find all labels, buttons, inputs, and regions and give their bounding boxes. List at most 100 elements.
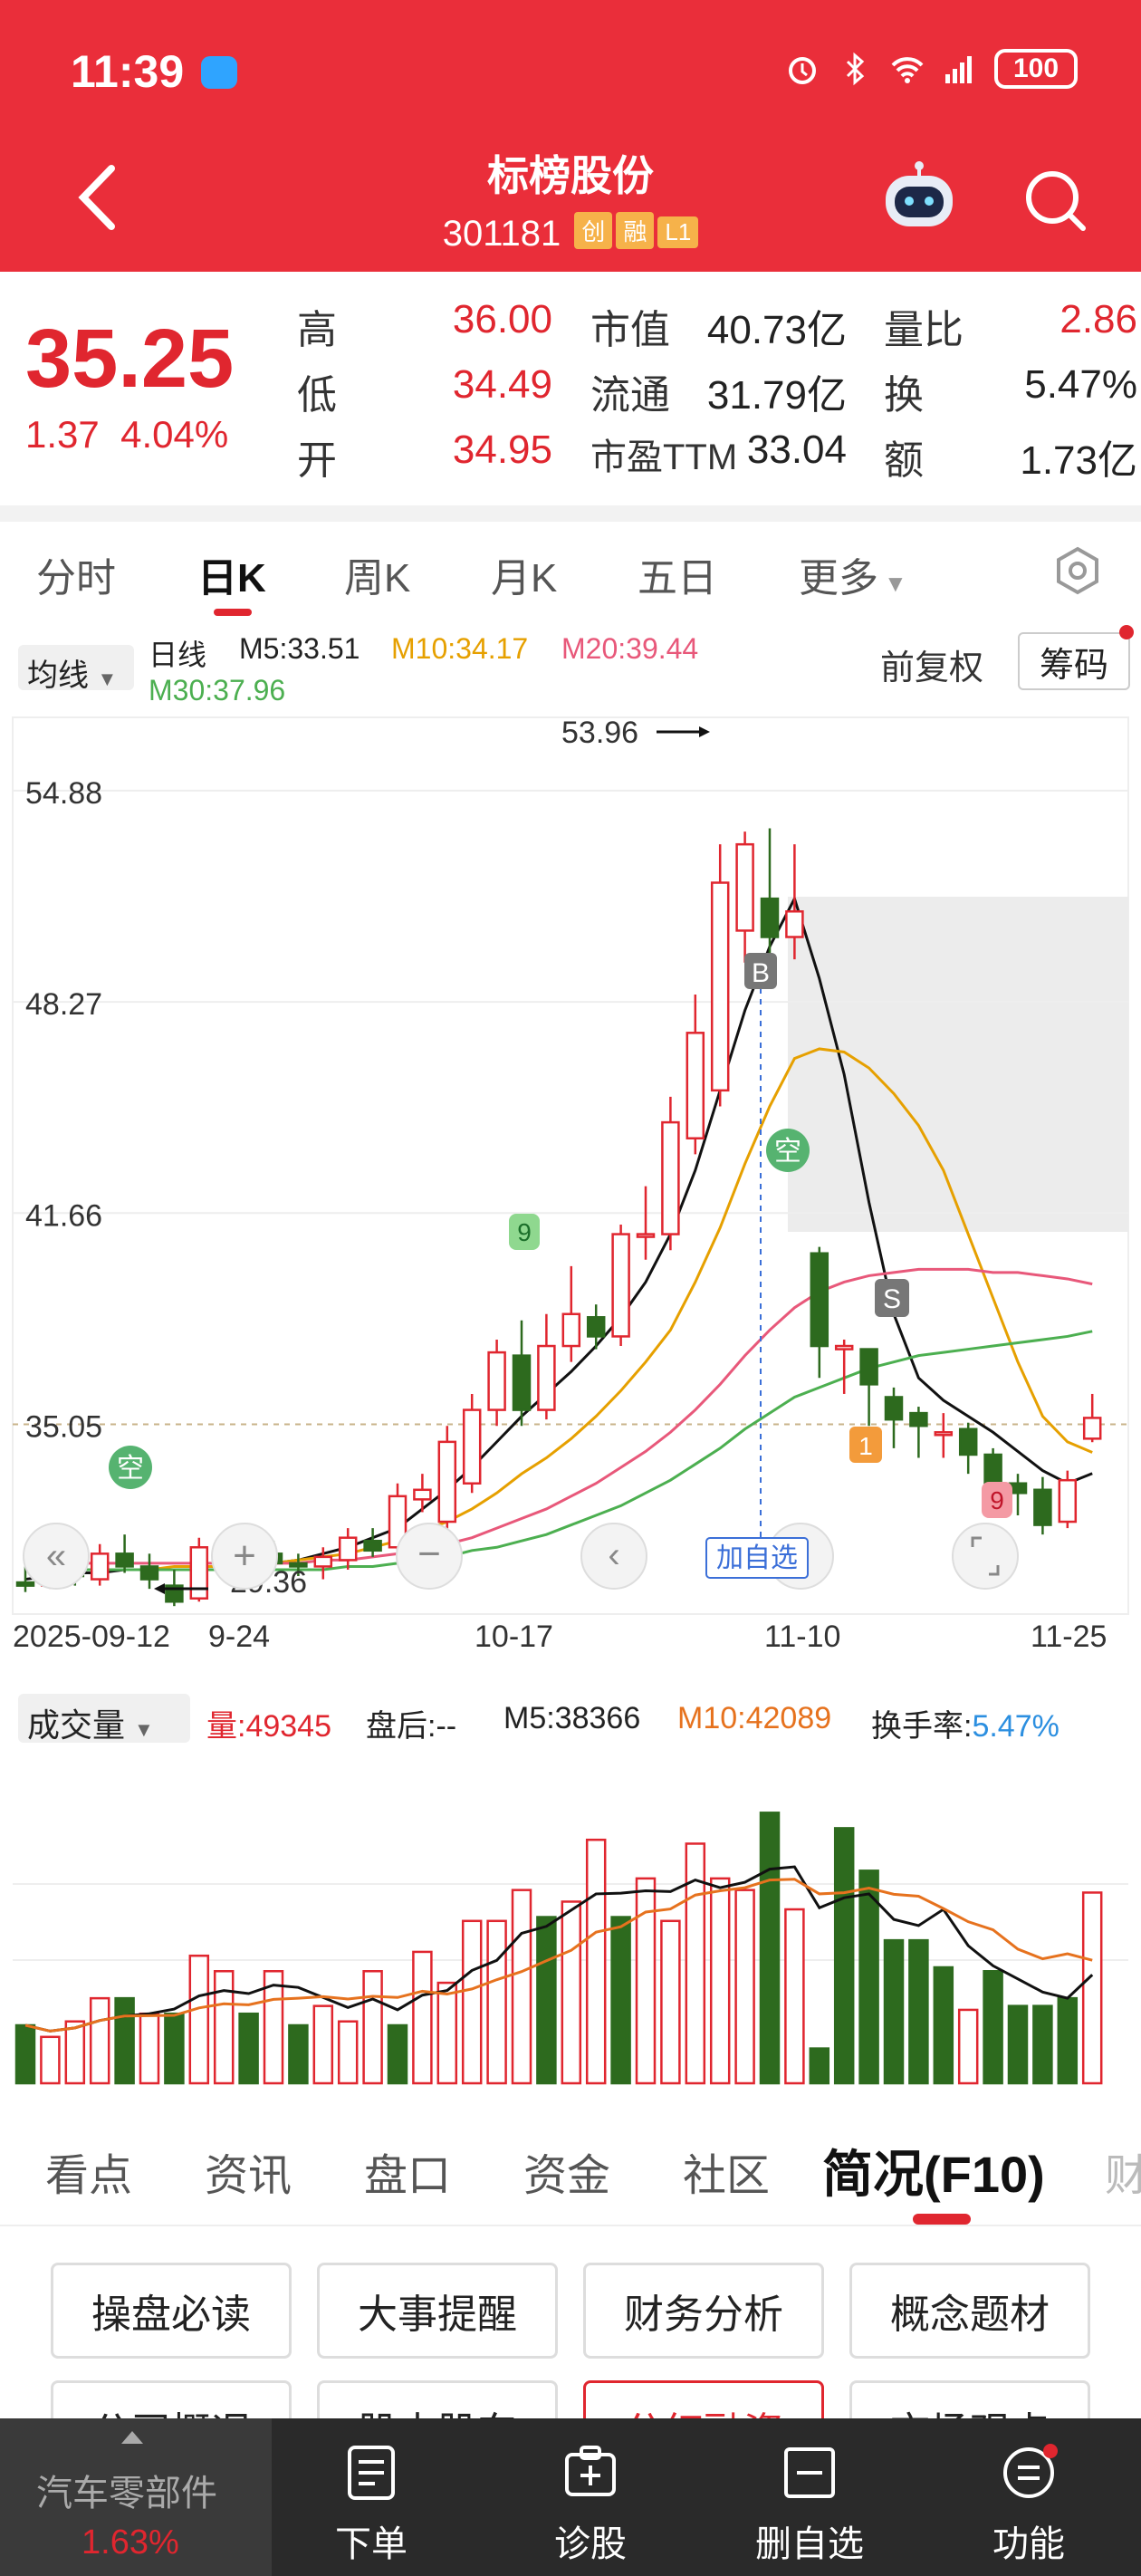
x-axis: 2025-09-12 9-24 10-17 11-10 11-25	[13, 1620, 1107, 1648]
sector-name: 汽车零部件	[36, 2474, 217, 2514]
candle	[363, 1528, 382, 1557]
tab-funds[interactable]: 资金	[523, 2152, 611, 2200]
tab-monthly-k[interactable]: 月K	[491, 556, 558, 601]
tab-daily-k[interactable]: 日K	[197, 556, 266, 601]
turnover-rate-value: 5.47%	[972, 1709, 1060, 1744]
volume-bar	[1007, 2004, 1029, 2085]
volume-bar	[114, 1996, 135, 2085]
stock-code: 301181	[442, 214, 561, 254]
svg-text:−: −	[417, 1532, 441, 1576]
candle	[189, 1537, 209, 1602]
label-pe-ttm: 市盈TTM	[590, 437, 738, 477]
volume-bar	[1032, 2004, 1053, 2085]
app-header: 11:39 100 标榜股份 301181 创融 L1	[0, 0, 1141, 272]
robot-assistant-icon[interactable]	[880, 161, 958, 234]
candle	[785, 844, 804, 960]
ma30-line	[25, 1330, 1093, 1572]
tab-more[interactable]: 更多 ▼	[799, 545, 907, 603]
volume-bar	[585, 1838, 607, 2085]
ma20-value: M20:39.44	[561, 632, 699, 665]
tab-five-day[interactable]: 五日	[638, 556, 717, 601]
tab-f10[interactable]: 简况(F10)	[822, 2146, 1045, 2203]
tab-intraday[interactable]: 分时	[36, 556, 116, 601]
section-divider	[0, 505, 1141, 522]
volume-bar	[238, 2012, 259, 2085]
tab-news[interactable]: 资讯	[205, 2152, 292, 2200]
volume-bar	[337, 2020, 359, 2085]
diagnose-icon	[565, 2446, 616, 2496]
tab-weekly-k[interactable]: 周K	[344, 556, 411, 601]
candle	[884, 1387, 904, 1448]
prev-button[interactable]: ‹	[580, 1523, 647, 1590]
expand-up-icon	[121, 2431, 143, 2444]
volume-m10: M10:42089	[677, 1701, 832, 1735]
ma30-value: M30:37.96	[149, 674, 286, 706]
clock: 11:39	[71, 46, 185, 97]
sector-indicator[interactable]: 汽车零部件 1.63%	[0, 2418, 272, 2576]
after-hours: 盘后:--	[366, 1709, 457, 1744]
x-tick-0: 2025-09-12	[13, 1620, 170, 1648]
search-icon[interactable]	[1021, 167, 1088, 234]
candle	[586, 1304, 606, 1350]
svg-text:+: +	[233, 1533, 256, 1578]
volume-bar	[561, 1900, 582, 2085]
tab-community[interactable]: 社区	[683, 2152, 771, 2200]
volume-bar	[709, 1877, 731, 2085]
badge-l1: L1	[657, 216, 699, 248]
bottom-nav: 汽车零部件 1.63% 下单 诊股 删自选 功能	[0, 2418, 1141, 2576]
chips-button[interactable]: 筹码	[1018, 632, 1130, 690]
nav-diagnose[interactable]: 诊股	[500, 2418, 681, 2576]
indicator-selector[interactable]: 均线 ▼	[18, 645, 134, 693]
candles	[15, 828, 1102, 1607]
candle	[686, 994, 705, 1155]
nav-order[interactable]: 下单	[281, 2418, 462, 2576]
value-float-cap: 31.79亿	[706, 373, 847, 418]
tab-finance-cut[interactable]: 财	[1105, 2152, 1141, 2200]
chart-grid	[13, 789, 1128, 1426]
sector-change: 1.63%	[82, 2523, 179, 2562]
volume-bar	[858, 1870, 879, 2085]
adjust-mode-button[interactable]: 前复权	[880, 649, 984, 687]
candle	[338, 1528, 358, 1570]
svg-text:S: S	[883, 1284, 901, 1314]
signal-marker-kong-2: 空	[766, 1129, 810, 1172]
candle	[636, 1186, 656, 1260]
candle	[810, 1246, 829, 1379]
volume-chart[interactable]	[0, 1739, 1141, 2087]
volume-bar	[89, 1996, 110, 2085]
settings-icon[interactable]	[1050, 543, 1105, 598]
nav-remove-watchlist[interactable]: 删自选	[719, 2418, 900, 2576]
f10-button-concepts[interactable]: 概念题材	[849, 2263, 1090, 2359]
nav-functions[interactable]: 功能	[938, 2418, 1119, 2576]
zoom-in-button[interactable]: +	[211, 1523, 278, 1590]
candle	[611, 1224, 630, 1347]
pan-left-button[interactable]: «	[23, 1523, 90, 1590]
price-change: 1.37 4.04%	[25, 413, 228, 457]
signal-marker-9-red: 9	[982, 1482, 1012, 1518]
candle	[834, 1339, 854, 1394]
value-open: 34.95	[452, 428, 552, 472]
active-tab-indicator	[214, 609, 252, 616]
tab-orderbook[interactable]: 盘口	[364, 2152, 452, 2200]
zoom-out-button[interactable]: −	[396, 1523, 463, 1590]
stock-name: 标榜股份	[487, 152, 654, 199]
alarm-icon	[789, 57, 816, 84]
volume-bar	[213, 1970, 235, 2085]
candle	[710, 844, 730, 1107]
volume-bar	[288, 2023, 309, 2085]
tab-highlights[interactable]: 看点	[45, 2152, 133, 2200]
fullscreen-button[interactable]	[952, 1523, 1019, 1590]
high-price-label: 53.96	[561, 716, 638, 750]
back-icon[interactable]	[71, 161, 125, 234]
nav-remove-watchlist-label: 删自选	[755, 2524, 864, 2564]
svg-text:‹: ‹	[608, 1535, 619, 1575]
f10-button-trading-guide[interactable]: 操盘必读	[51, 2263, 292, 2359]
stock-code-row: 301181 创融 L1	[0, 212, 1141, 255]
f10-button-financials[interactable]: 财务分析	[583, 2263, 824, 2359]
f10-button-events[interactable]: 大事提醒	[317, 2263, 558, 2359]
signal-marker-kong-1: 空	[109, 1446, 152, 1489]
add-watchlist-button[interactable]: 加自选	[705, 1537, 809, 1579]
active-info-tab-indicator	[913, 2214, 971, 2225]
volume-indicator-selector[interactable]: 成交量 ▼	[18, 1694, 190, 1744]
